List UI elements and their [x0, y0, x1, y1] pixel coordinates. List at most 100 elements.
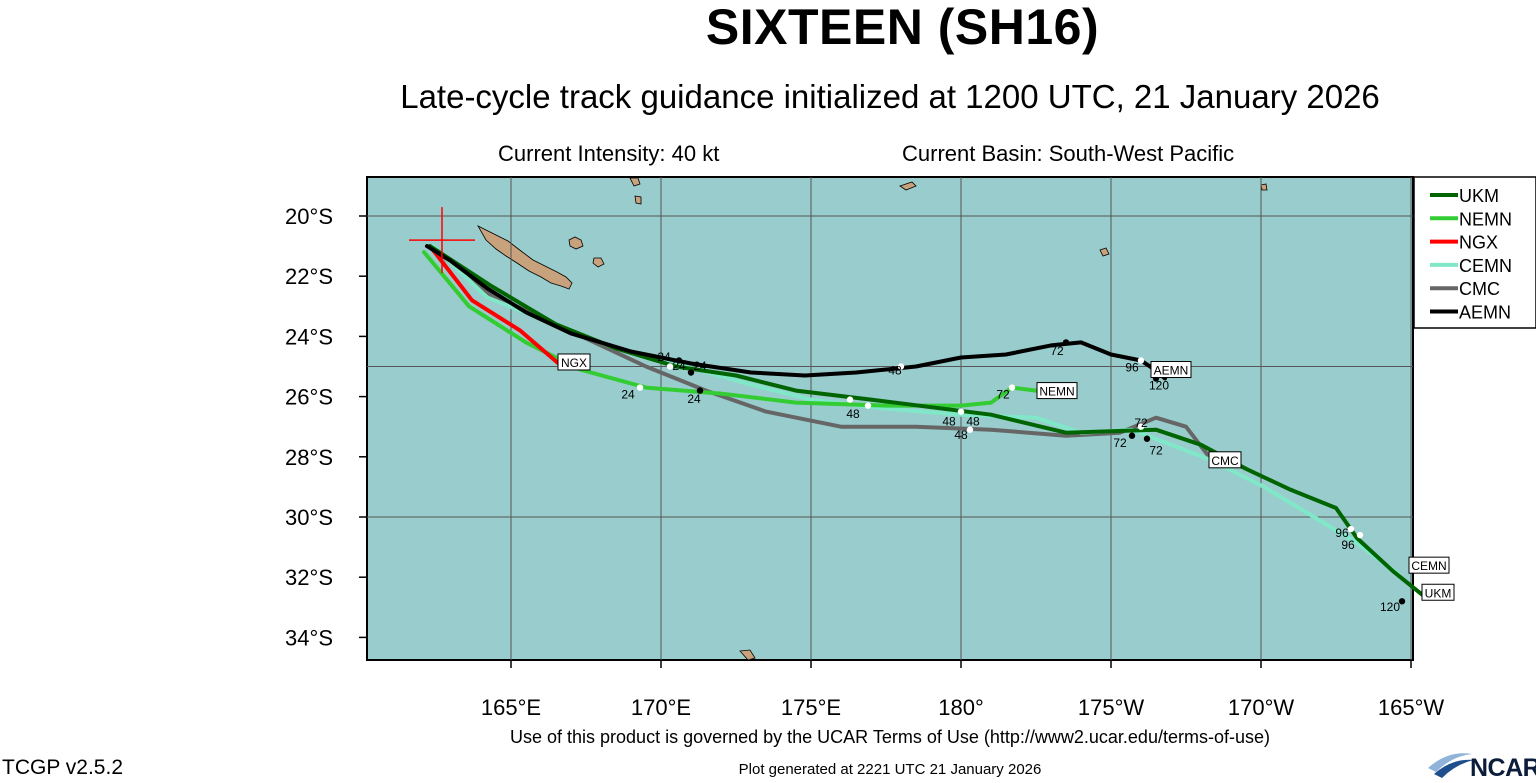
ncar-logo-icon — [1428, 753, 1474, 778]
forecast-dot — [1356, 531, 1364, 539]
x-tick-label: 175°W — [1078, 695, 1145, 720]
track-nemn — [422, 250, 1038, 408]
track-end-labels: NGX NEMN AEMN CMC CEMN UKM — [557, 353, 1455, 601]
forecast-hour-label: 48 — [888, 364, 902, 378]
forecast-hour-label: 24 — [693, 359, 707, 373]
end-label-cemn: CEMN — [1411, 559, 1446, 573]
current-intensity: Current Intensity: 40 kt — [498, 141, 720, 166]
terms-of-use: Use of this product is governed by the U… — [510, 727, 1270, 747]
forecast-hour-label: 24 — [657, 350, 671, 364]
forecast-hour-label: 72 — [1113, 436, 1127, 450]
end-label-box — [1421, 583, 1455, 601]
y-tick-label: 20°S — [285, 204, 333, 229]
forecast-hour-label: 72 — [996, 388, 1010, 402]
ncar-logo-text: NCAR — [1470, 754, 1536, 782]
forecast-dot — [687, 369, 695, 376]
x-tick-label: 170°W — [1228, 695, 1295, 720]
forecast-hour-label: 48 — [954, 428, 968, 442]
forecast-hour-label: 24 — [672, 359, 686, 373]
forecast-hour-label: 24 — [687, 392, 701, 406]
ocean — [366, 176, 1414, 661]
y-tick-label: 26°S — [285, 385, 333, 410]
new-caledonia — [476, 225, 573, 290]
storm-marker — [409, 207, 475, 274]
end-label-ngx: NGX — [561, 356, 587, 370]
x-tick-label: 170°E — [631, 695, 691, 720]
version-label: TCGP v2.5.2 — [2, 756, 123, 779]
legend-label-ngx: NGX — [1459, 233, 1498, 253]
forecast-hour-label: 72 — [1134, 416, 1148, 430]
forecast-hour-label: 48 — [966, 415, 980, 429]
forecast-hour-label: 96 — [1125, 361, 1139, 375]
forecast-dot — [846, 396, 854, 403]
y-tick-label: 34°S — [285, 625, 333, 650]
legend-label-cemn: CEMN — [1459, 256, 1512, 276]
end-label-box — [1036, 382, 1078, 400]
forecast-hour-label: 96 — [1335, 526, 1349, 540]
page-subtitle: Late-cycle track guidance initialized at… — [400, 78, 1380, 115]
forecast-dot — [1347, 525, 1355, 533]
forecast-hour-label: 96 — [1341, 538, 1355, 552]
x-tick-label: 165°E — [481, 695, 541, 720]
forecast-hour-label: 120 — [1149, 379, 1169, 393]
x-tick-label: 175°E — [781, 695, 841, 720]
legend-label-ukm: UKM — [1459, 186, 1499, 206]
forecast-hour-label: 120 — [1380, 600, 1400, 614]
tonga-islet — [1099, 247, 1110, 257]
forecast-hour-label: 72 — [1149, 443, 1163, 457]
end-label-ukm: UKM — [1425, 586, 1452, 600]
vanuatu-islet — [629, 177, 641, 187]
loyalty-island-2 — [592, 257, 605, 268]
y-tick-label: 28°S — [285, 445, 333, 470]
forecast-hour-label: 24 — [621, 388, 635, 402]
forecast-dot — [1398, 598, 1406, 605]
forecast-dot — [1137, 423, 1145, 430]
legend-label-aemn: AEMN — [1459, 303, 1511, 323]
forecast-dot — [675, 357, 683, 364]
loyalty-island-1 — [568, 236, 584, 250]
legend-label-nemn: NEMN — [1459, 209, 1512, 229]
current-basin: Current Basin: South-West Pacific — [902, 141, 1235, 166]
end-label-box — [1208, 451, 1242, 469]
forecast-dot — [1143, 435, 1151, 442]
track-ngx — [428, 244, 564, 369]
forecast-dot — [1062, 339, 1070, 346]
forecast-dot — [1128, 432, 1136, 439]
forecast-hour-label: 48 — [942, 415, 956, 429]
page-title: SIXTEEN (SH16) — [705, 0, 1100, 55]
forecast-dot — [864, 402, 872, 409]
islet-a — [634, 195, 642, 205]
forecast-dot — [666, 363, 674, 370]
end-label-box — [1408, 556, 1450, 574]
forecast-hour-label: 48 — [846, 407, 860, 421]
forecast-dot — [1137, 357, 1145, 364]
y-tick-label: 24°S — [285, 324, 333, 349]
forecast-hour-label: 72 — [1050, 344, 1064, 358]
x-tick-label: 180° — [938, 695, 984, 720]
forecast-dot — [957, 408, 965, 415]
end-label-cmc: CMC — [1211, 454, 1239, 468]
legend-label-cmc: CMC — [1459, 279, 1500, 299]
grid-lines — [367, 177, 1413, 660]
forecast-dot — [696, 387, 704, 394]
axis-labels: 165°E 170°E 175°E 180° 175°W 170°W 165°W 20°S 22… — [285, 204, 1444, 720]
end-label-box — [557, 353, 591, 371]
fiji-islet-1 — [899, 181, 917, 191]
x-tick-label: 165°W — [1378, 695, 1445, 720]
plot-generated: Plot generated at 2221 UTC 21 January 20… — [738, 761, 1042, 778]
forecast-dot — [966, 426, 974, 433]
end-label-nemn: NEMN — [1039, 385, 1074, 399]
land-masses — [476, 177, 1268, 661]
islet-b — [739, 649, 756, 661]
y-tick-label: 30°S — [285, 505, 333, 530]
y-tick-label: 32°S — [285, 565, 333, 590]
legend-box — [1413, 176, 1536, 329]
y-tick-label: 22°S — [285, 264, 333, 289]
end-label-aemn: AEMN — [1154, 364, 1189, 378]
forecast-dot — [1008, 384, 1016, 391]
forecast-dot — [897, 363, 905, 370]
forecast-dot — [636, 384, 644, 391]
legend: UKM NEMN NGX CEMN CMC AEMN — [1413, 176, 1536, 329]
